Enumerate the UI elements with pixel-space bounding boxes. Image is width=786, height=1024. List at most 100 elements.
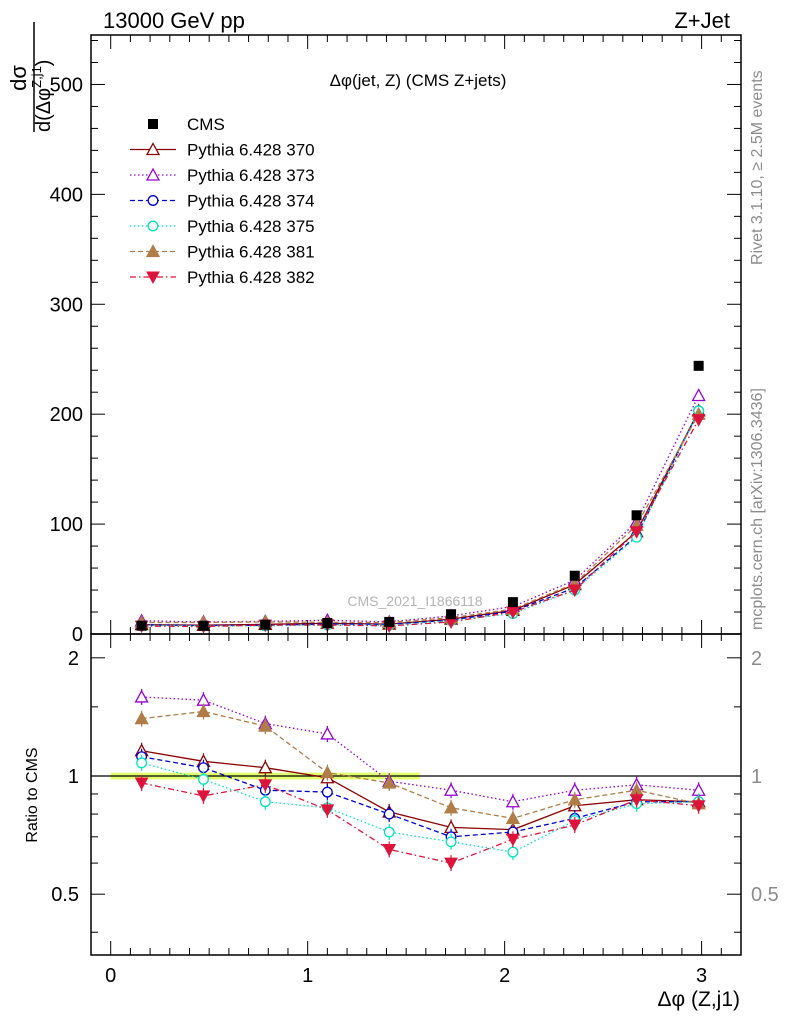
y-label-denominator: d(ΔφZ,j1) xyxy=(29,60,55,132)
main-y-tick-label: 300 xyxy=(50,294,83,316)
ratio-point-p382 xyxy=(444,857,458,871)
ratio-point-p375 xyxy=(507,846,519,858)
main-y-tick-label: 400 xyxy=(50,184,83,206)
ratio-point-p381 xyxy=(134,711,149,725)
ratio-point-p381 xyxy=(196,704,211,718)
ratio-point-p370 xyxy=(258,760,273,774)
x-axis-label: Δφ (Z,j1) xyxy=(658,988,740,1011)
y-label-numerator: dσ xyxy=(6,65,31,91)
legend: CMS Pythia 6.428 370 Pythia 6.428 373 Pythi… xyxy=(130,115,315,287)
legend-label-p373: Pythia 6.428 373 xyxy=(187,166,315,185)
ratio-point-p382 xyxy=(382,843,397,857)
y-label-close-text: ) xyxy=(33,60,55,67)
legend-label-p381: Pythia 6.428 381 xyxy=(187,243,315,262)
ratio-point-p375 xyxy=(445,836,457,848)
rivet-label: Rivet 3.1.10, ≥ 2.5M events xyxy=(749,70,766,265)
legend-label-p375: Pythia 6.428 375 xyxy=(187,217,315,236)
watermark: CMS_2021_I1866118 xyxy=(347,593,482,609)
main-point-cms xyxy=(384,616,395,627)
main-point-cms xyxy=(322,618,333,629)
ratio-point-p373 xyxy=(320,726,335,740)
ratio-line-p370 xyxy=(141,750,699,831)
main-point-p382 xyxy=(629,526,644,539)
ratio-point-p382 xyxy=(506,833,520,847)
main-point-p382 xyxy=(691,414,706,427)
legend-label-p382: Pythia 6.428 382 xyxy=(187,268,315,287)
main-point-cms xyxy=(198,620,209,631)
ratio-point-p382 xyxy=(320,804,335,817)
y-axis-label: dσ d(ΔφZ,j1) xyxy=(6,22,55,132)
ratio-y-tick-label: 2 xyxy=(68,648,79,670)
main-y-tick-label: 200 xyxy=(50,404,83,426)
legend-marker-p382 xyxy=(146,271,160,285)
ratio-point-p381 xyxy=(382,775,397,789)
ratio-point-p373 xyxy=(505,794,521,808)
y-label-sup-text: Z,j1 xyxy=(29,66,44,88)
ratio-line-p381 xyxy=(141,710,699,820)
ratio-point-p382 xyxy=(629,794,644,807)
ratio-line-p382 xyxy=(141,782,699,864)
ratio-point-p375 xyxy=(136,757,148,769)
main-point-cms xyxy=(507,597,518,608)
mcplots-label: mcplots.cern.ch [arXiv:1306.3436] xyxy=(749,388,766,630)
main-y-tick-label: 500 xyxy=(50,74,83,96)
ratio-point-p375 xyxy=(383,826,395,838)
x-tick-label: 3 xyxy=(696,965,707,987)
main-point-cms xyxy=(631,510,642,521)
main-point-cms xyxy=(693,360,704,371)
legend-marker-p370 xyxy=(145,142,161,156)
ratio-point-p373 xyxy=(134,689,149,703)
main-point-cms xyxy=(260,619,271,630)
ratio-y-tick-label-right: 2 xyxy=(751,648,762,670)
ratio-point-p381 xyxy=(567,792,582,806)
main-point-cms xyxy=(136,620,147,631)
ratio-point-p374 xyxy=(321,786,333,798)
main-y-tick-label: 0 xyxy=(72,624,83,646)
ratio-point-p373 xyxy=(443,782,459,796)
ratio-point-p375 xyxy=(198,774,209,785)
main-point-cms xyxy=(569,570,580,581)
x-tick-label: 2 xyxy=(499,965,510,987)
main-point-p382 xyxy=(567,584,582,598)
ratio-point-p374 xyxy=(383,808,395,820)
ratio-point-p382 xyxy=(258,779,273,792)
legend-marker-p373 xyxy=(145,167,161,181)
legend-label-p370: Pythia 6.428 370 xyxy=(187,141,315,160)
ratio-y-tick-label: 1 xyxy=(68,766,79,788)
ratio-frame xyxy=(90,633,742,956)
ratio-y-tick-label: 0.5 xyxy=(51,884,79,906)
x-tick-label: 0 xyxy=(105,965,116,987)
main-line-p381 xyxy=(141,413,700,624)
main-y-tick-label: 100 xyxy=(50,514,83,536)
legend-marker-p375 xyxy=(147,220,159,232)
chart-title: Δφ(jet, Z) (CMS Z+jets) xyxy=(330,71,507,90)
process-label: Z+Jet xyxy=(674,8,730,33)
legend-marker-cms xyxy=(148,119,158,129)
ratio-point-p382 xyxy=(691,800,706,813)
ratio-y-label: Ratio to CMS xyxy=(24,747,41,842)
main-point-p373 xyxy=(691,388,706,402)
ratio-point-p382 xyxy=(196,790,211,803)
ratio-point-p375 xyxy=(259,796,271,808)
ratio-line-p374 xyxy=(141,756,699,838)
ratio-line-p373 xyxy=(141,696,699,803)
x-tick-label: 1 xyxy=(302,965,313,987)
ratio-point-p381 xyxy=(258,718,273,732)
energy-label: 13000 GeV pp xyxy=(103,8,245,33)
ratio-panel: 0.5 0.5 1 1 2 2 0 1 2 3 Ratio to CMS Δφ (Z,j1) xyxy=(24,633,779,1011)
ratio-axes: 0.5 0.5 1 1 2 2 0 1 2 3 xyxy=(51,634,779,987)
main-line-p375 xyxy=(141,410,700,627)
ratio-point-p382 xyxy=(134,777,149,791)
y-label-den-text: d(Δφ xyxy=(33,88,55,132)
ratio-point-p381 xyxy=(505,811,521,825)
ratio-y-tick-label-right: 0.5 xyxy=(751,884,779,906)
ratio-point-p381 xyxy=(443,800,459,814)
ratio-y-tick-label-right: 1 xyxy=(751,766,762,788)
ratio-point-p381 xyxy=(320,765,335,779)
legend-marker-p381 xyxy=(145,244,161,258)
legend-label-p374: Pythia 6.428 374 xyxy=(187,192,315,211)
legend-label-cms: CMS xyxy=(187,115,225,134)
ratio-plot-marks xyxy=(91,688,741,872)
main-point-cms xyxy=(446,609,457,620)
